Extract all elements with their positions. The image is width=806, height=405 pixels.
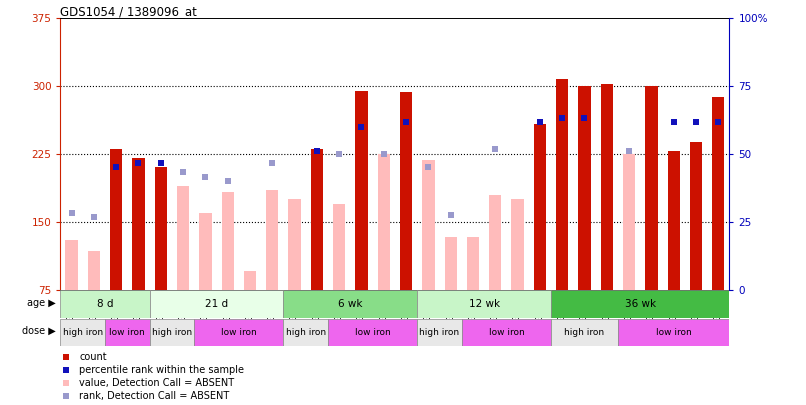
Bar	[60, 319, 105, 346]
Text: high iron: high iron	[419, 328, 459, 337]
Bar	[467, 237, 479, 290]
Bar	[378, 154, 390, 290]
Text: low iron: low iron	[656, 328, 692, 337]
Text: age ▶: age ▶	[27, 298, 56, 308]
Bar	[110, 149, 123, 290]
Bar	[445, 237, 457, 290]
Bar	[284, 319, 328, 346]
Bar	[266, 190, 278, 290]
Text: GDS1054 / 1389096_at: GDS1054 / 1389096_at	[60, 5, 197, 18]
Bar	[422, 160, 434, 290]
Text: dose ▶: dose ▶	[22, 326, 56, 336]
Text: 21 d: 21 d	[205, 299, 228, 309]
Text: 36 wk: 36 wk	[625, 299, 656, 309]
Bar	[88, 251, 100, 290]
Bar	[199, 213, 211, 290]
Bar	[355, 91, 368, 290]
Text: high iron: high iron	[152, 328, 192, 337]
Text: low iron: low iron	[110, 328, 145, 337]
Bar	[556, 79, 568, 290]
Bar	[244, 271, 256, 290]
Bar	[713, 97, 725, 290]
Text: percentile rank within the sample: percentile rank within the sample	[79, 365, 244, 375]
Text: high iron: high iron	[63, 328, 103, 337]
Bar	[690, 142, 702, 290]
Bar	[65, 240, 77, 290]
Bar	[512, 199, 524, 290]
Bar	[418, 290, 551, 318]
Bar	[667, 151, 679, 290]
Bar	[551, 319, 618, 346]
Bar	[489, 195, 501, 290]
Text: low iron: low iron	[355, 328, 391, 337]
Bar	[150, 319, 194, 346]
Bar	[60, 290, 150, 318]
Bar	[311, 149, 323, 290]
Text: 8 d: 8 d	[97, 299, 114, 309]
Bar	[150, 290, 284, 318]
Bar	[623, 154, 635, 290]
Text: rank, Detection Call = ABSENT: rank, Detection Call = ABSENT	[79, 391, 230, 401]
Bar	[194, 319, 284, 346]
Bar	[646, 86, 658, 290]
Bar	[551, 290, 729, 318]
Bar	[132, 158, 144, 290]
Text: count: count	[79, 352, 107, 362]
Bar	[600, 84, 613, 290]
Text: high iron: high iron	[564, 328, 604, 337]
Bar	[289, 199, 301, 290]
Bar	[534, 124, 546, 290]
Text: 6 wk: 6 wk	[338, 299, 363, 309]
Text: value, Detection Call = ABSENT: value, Detection Call = ABSENT	[79, 378, 235, 388]
Bar	[400, 92, 412, 290]
Bar	[177, 185, 189, 290]
Bar	[328, 319, 418, 346]
Bar	[105, 319, 150, 346]
Bar	[333, 204, 345, 290]
Bar	[462, 319, 551, 346]
Bar	[418, 319, 462, 346]
Bar	[618, 319, 729, 346]
Bar	[284, 290, 418, 318]
Bar	[155, 168, 167, 290]
Text: low iron: low iron	[488, 328, 525, 337]
Bar	[222, 192, 234, 290]
Bar	[579, 86, 591, 290]
Text: 12 wk: 12 wk	[468, 299, 500, 309]
Text: high iron: high iron	[285, 328, 326, 337]
Text: low iron: low iron	[221, 328, 257, 337]
